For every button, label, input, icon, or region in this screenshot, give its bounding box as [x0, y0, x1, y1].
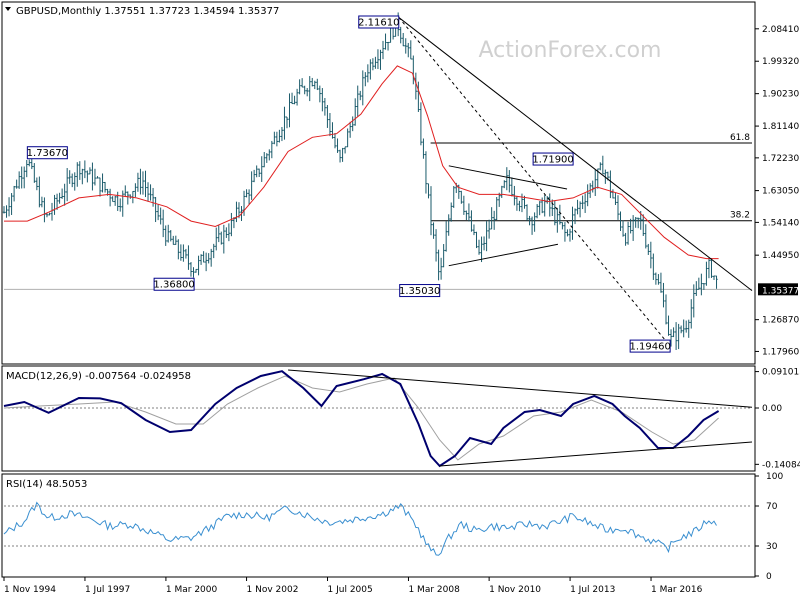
y-tick-label: 2.08410 — [762, 25, 799, 35]
price-label-box — [629, 339, 671, 353]
macd-y-tick-label: 0.091015 — [762, 368, 800, 378]
trendline — [398, 17, 753, 292]
y-tick-label: 1.54140 — [762, 218, 799, 228]
rsi-axis: 100 70 30 0 — [755, 472, 783, 582]
macd-trendline — [288, 369, 753, 408]
price-label-text: 1.36800 — [153, 280, 194, 291]
price-label-text: 1.19460 — [629, 342, 670, 353]
watermark: ActionForex.com — [479, 38, 662, 63]
rsi-path — [3, 501, 717, 556]
y-tick-label: 1.81140 — [762, 122, 799, 132]
trendline — [448, 165, 568, 190]
macd-y-tick-label: -0.140843 — [762, 460, 800, 470]
sma-line — [4, 65, 719, 260]
fib-level-label: 38.2 — [730, 211, 750, 221]
price-label-text: 1.73670 — [27, 148, 68, 159]
y-tick-label: 1.99320 — [762, 57, 799, 67]
price-bars — [2, 12, 718, 350]
current-price-tag-text: 1.35377 — [762, 286, 799, 296]
price-label: 1.35030 — [399, 284, 441, 298]
price-label: 2.11610 — [358, 15, 400, 29]
sma-path — [4, 65, 719, 260]
dashed-trendline — [398, 17, 671, 347]
price-label-box — [358, 15, 400, 29]
x-tick-label: 1 Mar 2016 — [651, 585, 703, 595]
price-label: 1.19460 — [629, 339, 671, 353]
price-labels: 2.11610 1.73670 1.71900 1.36800 1.35030 1.194… — [26, 15, 671, 353]
y-tick-label: 1.44950 — [762, 251, 799, 261]
rsi-y-tick-label: 30 — [766, 542, 778, 552]
x-tick-label: 1 Nov 2002 — [247, 585, 299, 595]
rsi-line — [3, 501, 752, 556]
x-tick-label: 1 Nov 2010 — [489, 585, 541, 595]
y-tick-label: 1.72230 — [762, 154, 799, 164]
price-panel: GBPUSD,Monthly 1.37551 1.37723 1.34594 1… — [1, 1, 799, 365]
x-axis: 1 Nov 1994 1 Jul 1997 1 Mar 2000 1 Nov 2002… — [3, 577, 703, 595]
x-tick-label: 1 Mar 2008 — [408, 585, 460, 595]
price-panel-frame — [1, 1, 756, 365]
price-trendlines — [398, 17, 753, 347]
macd-panel-frame — [1, 365, 756, 472]
y-tick-label: 1.26870 — [762, 316, 799, 326]
x-tick-label: 1 Nov 1994 — [4, 585, 56, 595]
macd-path — [3, 370, 720, 468]
macd-trendline — [439, 441, 753, 467]
price-axis: 2.08410 1.99320 1.90230 1.81140 1.72230 1.630… — [755, 25, 799, 357]
price-label-box — [153, 277, 195, 291]
rsi-panel-frame — [1, 473, 756, 578]
y-tick-label: 1.90230 — [762, 90, 799, 100]
collapse-arrow-icon[interactable] — [5, 7, 11, 11]
x-tick-label: 1 Jul 1997 — [85, 585, 130, 595]
price-label-text: 1.71900 — [532, 155, 573, 166]
price-label-text: 1.35030 — [399, 286, 440, 297]
price-label: 1.73670 — [26, 146, 68, 160]
rsi-y-tick-label: 0 — [766, 572, 772, 582]
rsi-panel: RSI(14) 48.5053 100 70 30 0 — [1, 472, 783, 582]
macd-panel: MACD(12,26,9) -0.007564 -0.024958 0.0910… — [1, 365, 800, 472]
price-label: 1.36800 — [153, 277, 195, 291]
macd-axis: 0.091015 0.00 -0.140843 — [755, 368, 800, 470]
x-tick-label: 1 Mar 2000 — [166, 585, 218, 595]
y-tick-label: 1.63050 — [762, 187, 799, 197]
rsi-y-tick-label: 70 — [766, 502, 778, 512]
price-label-text: 2.11610 — [358, 18, 399, 29]
current-price-tag — [758, 283, 798, 296]
price-label-box — [399, 284, 441, 298]
macd-lines — [3, 369, 753, 468]
macd-y-tick-label: 0.00 — [762, 404, 782, 414]
y-tick-label: 1.17960 — [762, 347, 799, 357]
trendline — [448, 243, 559, 267]
x-tick-label: 1 Jul 2013 — [570, 585, 615, 595]
price-label-box — [26, 146, 68, 160]
rsi-header: RSI(14) 48.5053 — [6, 479, 87, 490]
price-header: GBPUSD,Monthly 1.37551 1.37723 1.34594 1… — [16, 6, 279, 17]
fib-levels: 61.8 38.2 — [4, 133, 752, 290]
macd-header: MACD(12,26,9) -0.007564 -0.024958 — [6, 371, 191, 382]
rsi-y-tick-label: 100 — [766, 472, 783, 482]
x-tick-label: 1 Jul 2005 — [328, 585, 373, 595]
macd-signal-path — [3, 375, 719, 461]
price-label-box — [532, 152, 574, 166]
price-label: 1.71900 — [532, 152, 574, 166]
fib-level-label: 61.8 — [730, 133, 750, 143]
